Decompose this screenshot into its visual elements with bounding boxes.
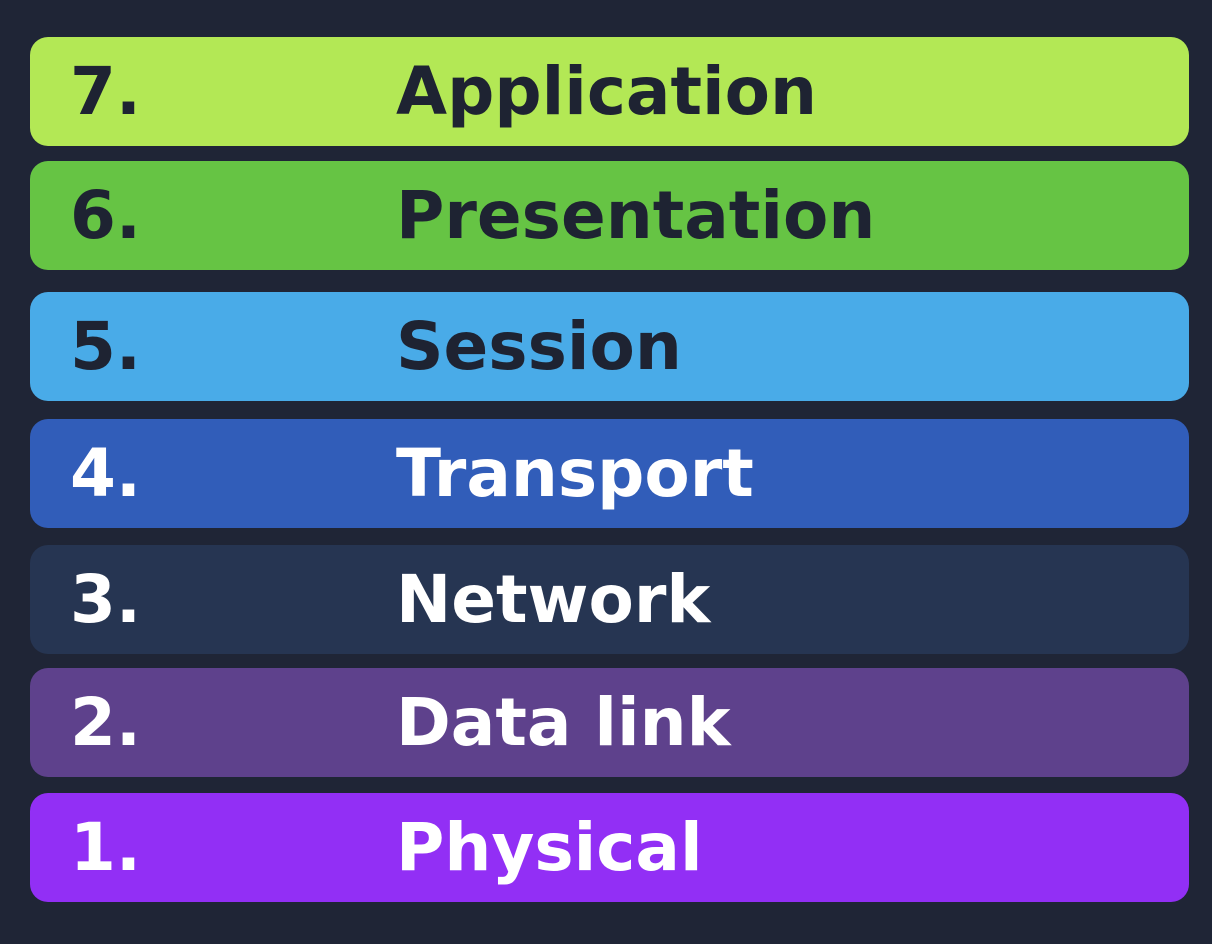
layer-6-presentation: 6. Presentation: [30, 161, 1189, 270]
layer-2-data-link: 2. Data link: [30, 668, 1189, 777]
layer-name: Presentation: [396, 177, 876, 254]
layer-7-application: 7. Application: [30, 37, 1189, 146]
layer-number: 7.: [70, 53, 141, 130]
layer-name: Transport: [396, 435, 754, 512]
layer-4-transport: 4. Transport: [30, 419, 1189, 528]
layer-name: Application: [396, 53, 817, 130]
layer-3-network: 3. Network: [30, 545, 1189, 654]
layer-number: 3.: [70, 561, 141, 638]
layer-number: 6.: [70, 177, 141, 254]
layer-1-physical: 1. Physical: [30, 793, 1189, 902]
layer-number: 4.: [70, 435, 141, 512]
layer-name: Network: [396, 561, 711, 638]
layer-number: 2.: [70, 684, 141, 761]
layer-name: Data link: [396, 684, 731, 761]
layer-name: Physical: [396, 809, 703, 886]
layer-number: 1.: [70, 809, 141, 886]
layer-name: Session: [396, 308, 682, 385]
layer-number: 5.: [70, 308, 141, 385]
layer-5-session: 5. Session: [30, 292, 1189, 401]
